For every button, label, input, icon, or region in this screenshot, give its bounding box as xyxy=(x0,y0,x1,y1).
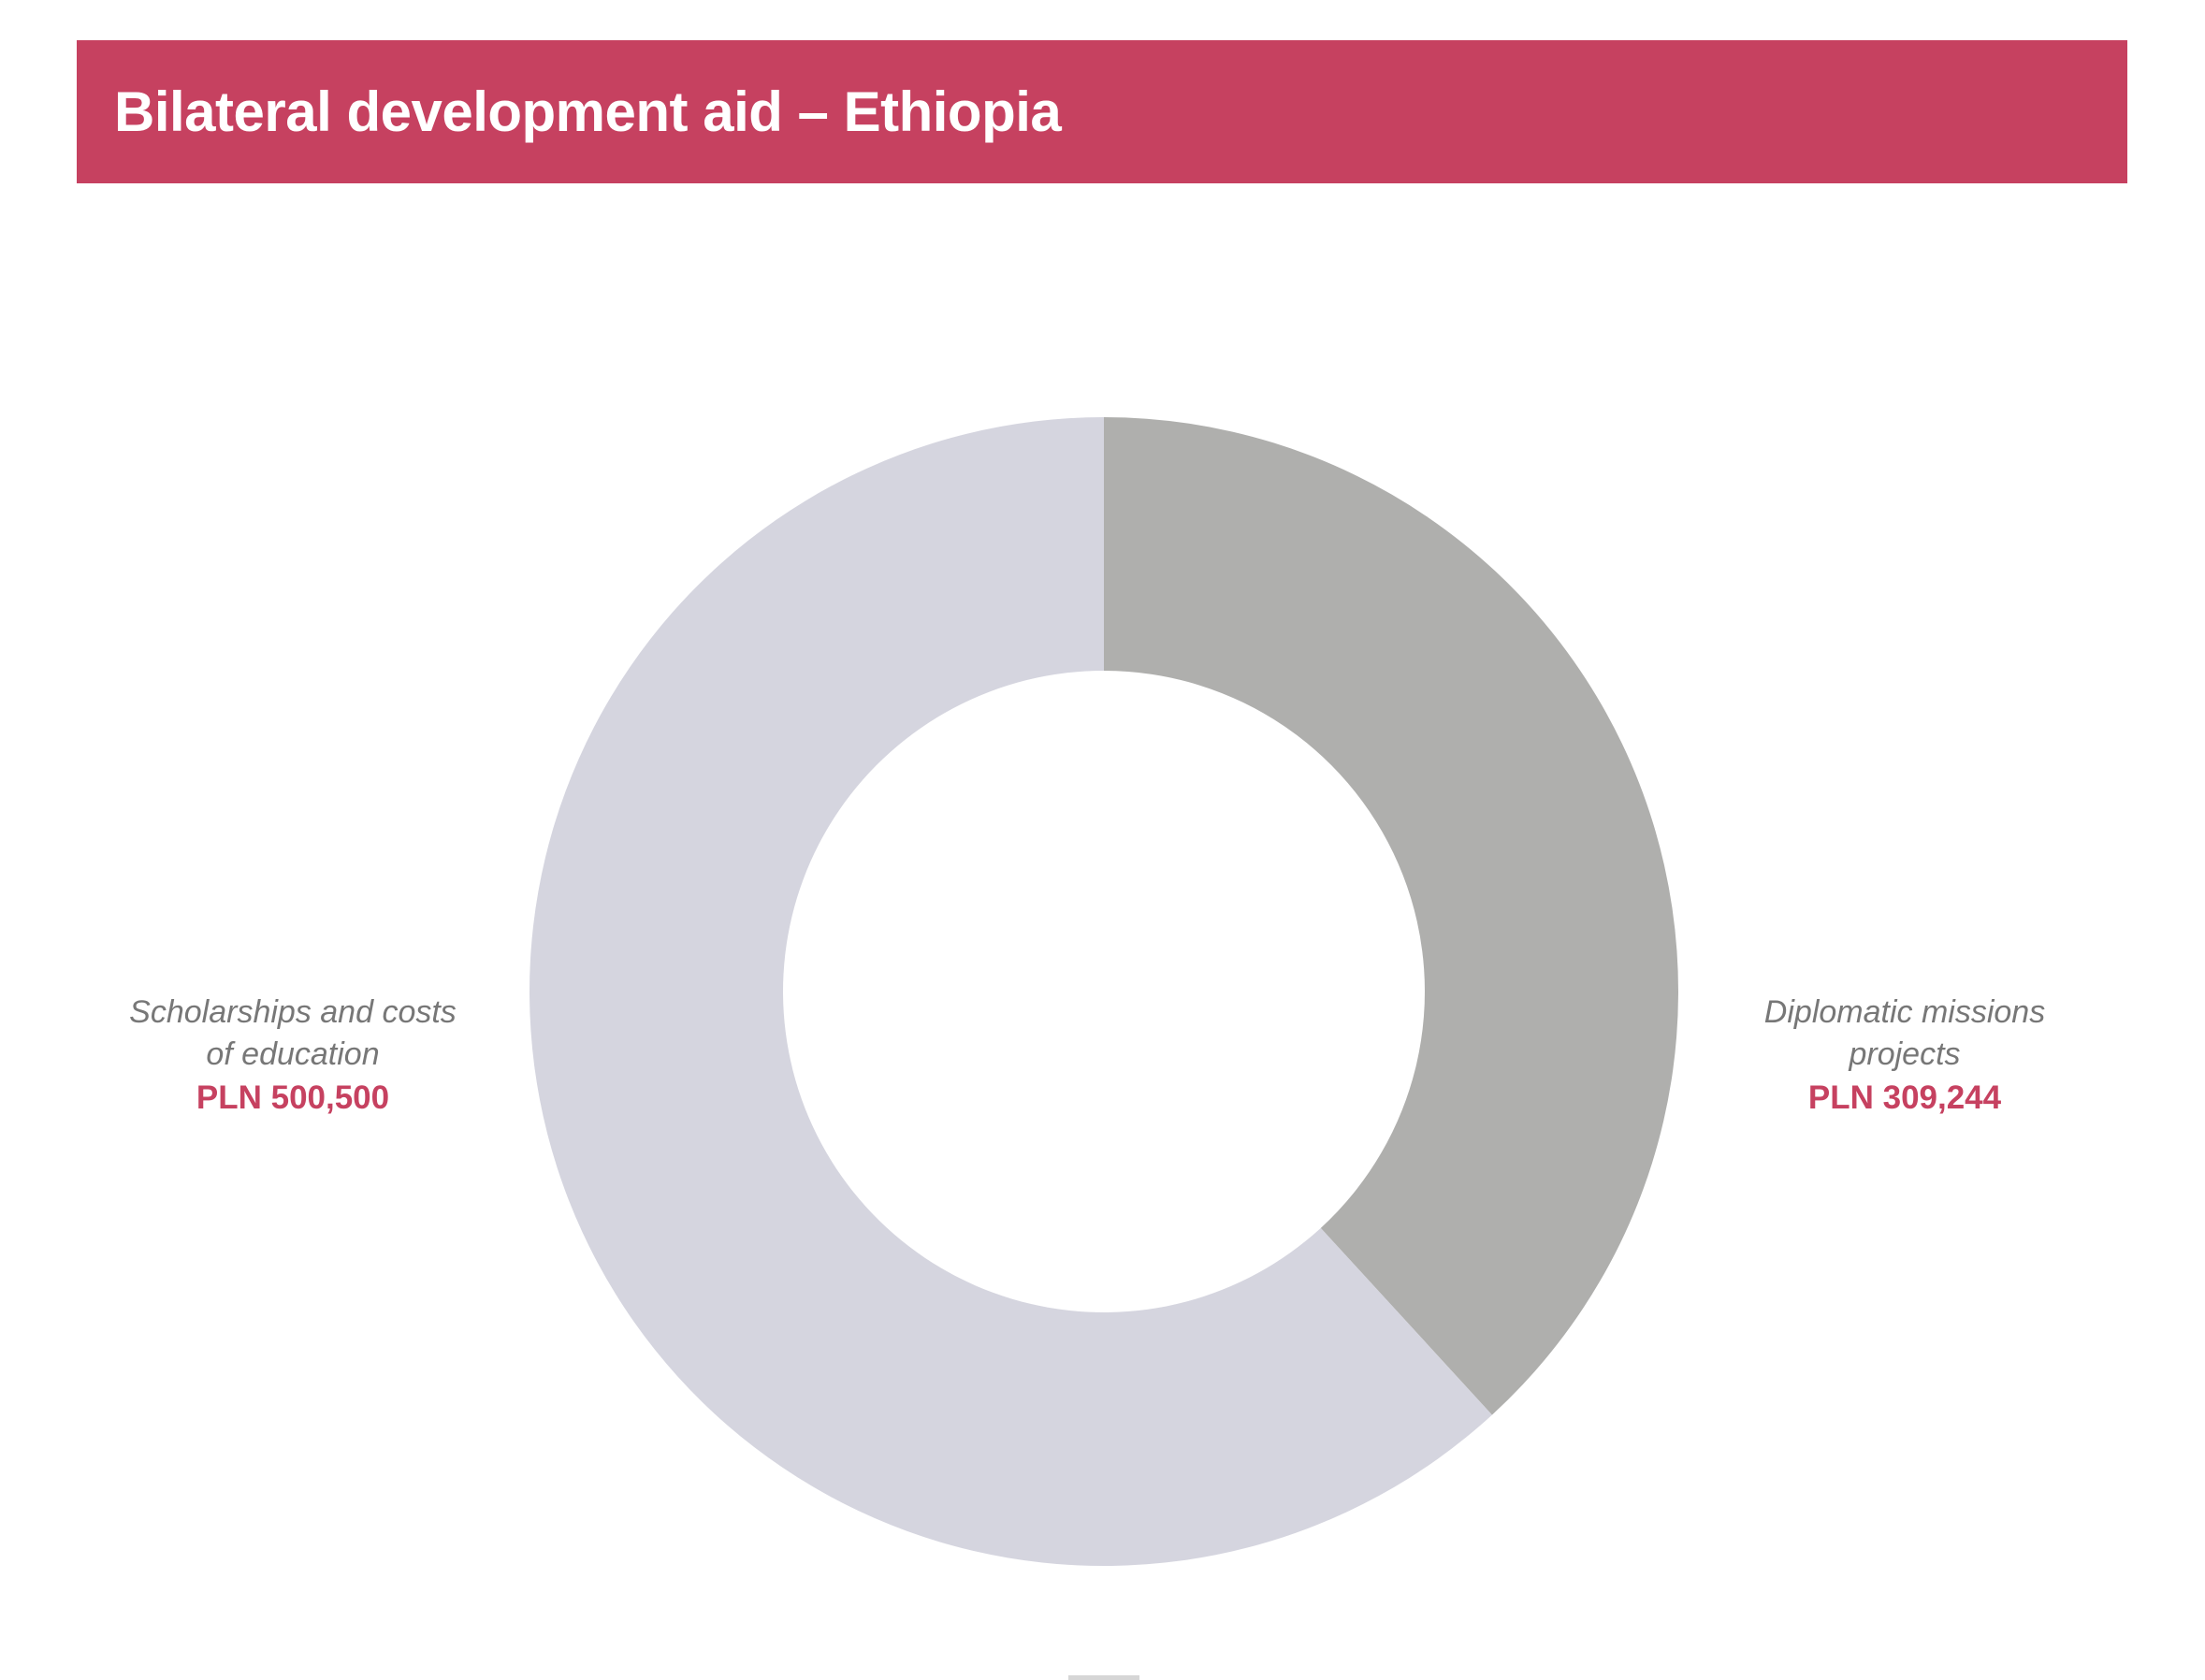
scroll-indicator xyxy=(1068,1675,1139,1680)
slice-label-name-line: Diplomatic missions xyxy=(1763,994,2046,1030)
chart-title-banner: Bilateral development aid – Ethiopia xyxy=(77,40,2127,183)
slice-label-name-line: projects xyxy=(1849,1036,1961,1072)
slice-diplomatic-missions xyxy=(1104,417,1678,1415)
slice-label-diplomatic-missions: Diplomatic missions projects PLN 309,244 xyxy=(1708,992,2101,1121)
slice-label-name-line: Scholarships and costs xyxy=(129,994,457,1030)
donut-slices xyxy=(529,417,1678,1567)
chart-title: Bilateral development aid – Ethiopia xyxy=(114,80,1062,143)
slice-value-label: PLN 500,500 xyxy=(196,1079,390,1116)
slice-label-scholarships: Scholarships and costs of education PLN … xyxy=(96,992,489,1121)
slice-scholarships xyxy=(529,417,1492,1567)
slice-label-name-line: of education xyxy=(206,1036,380,1072)
slice-value-label: PLN 309,244 xyxy=(1807,1079,2002,1116)
